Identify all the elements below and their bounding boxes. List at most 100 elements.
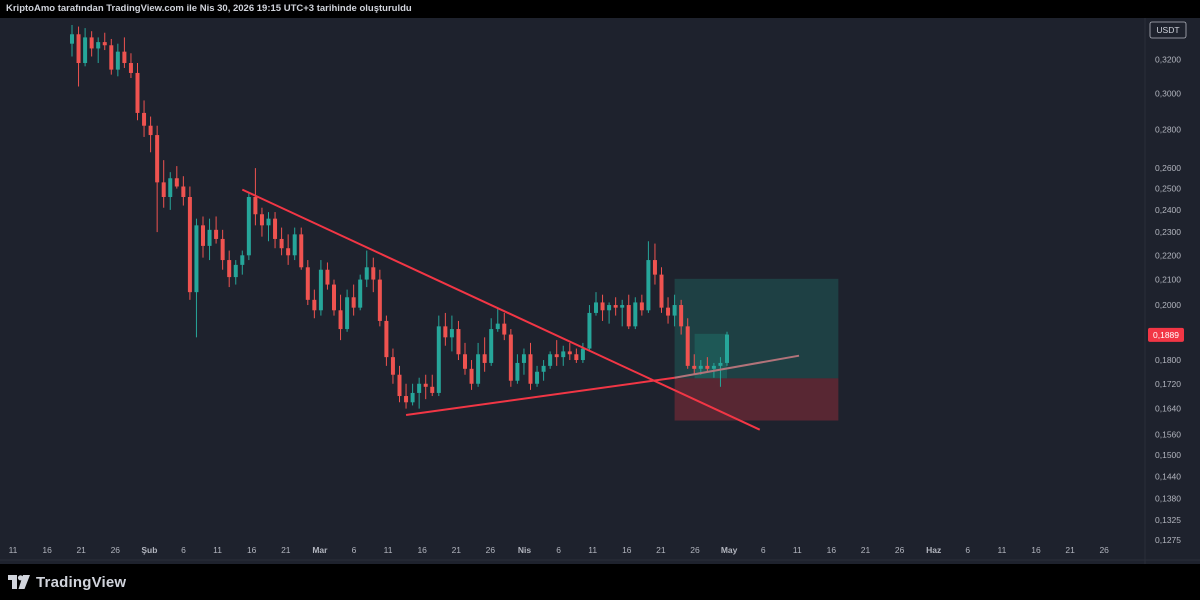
candle-body (233, 264, 238, 278)
candle-body (652, 260, 657, 275)
candle-body (449, 329, 454, 338)
candle-body (76, 34, 81, 64)
candle-body (214, 229, 219, 239)
x-tick-label: 16 (247, 545, 257, 555)
candle-body (443, 326, 448, 338)
candle-body (332, 284, 336, 311)
x-tick-label: 21 (1065, 545, 1075, 555)
candle-body (679, 305, 684, 327)
candle-body (430, 386, 435, 393)
candle-body (620, 305, 625, 308)
candle-body (672, 305, 677, 316)
candle-body (718, 362, 723, 366)
y-tick-label: 0,2200 (1155, 250, 1181, 260)
candle-body (384, 320, 389, 358)
candle-body (390, 357, 395, 375)
candle-body (109, 45, 114, 70)
candle-body (476, 354, 481, 384)
candle-body (594, 302, 598, 313)
x-tick-label: 6 (556, 545, 561, 555)
candle-body (692, 365, 697, 369)
candle-body (423, 383, 428, 387)
candle-body (574, 354, 579, 361)
candle-body (521, 354, 526, 363)
y-tick-label: 0,1640 (1155, 404, 1181, 414)
ascending-trendline-extension (674, 354, 800, 379)
y-tick-label: 0,1380 (1155, 494, 1181, 504)
x-tick-label: 21 (861, 545, 871, 555)
y-tick-label: 0,2300 (1155, 227, 1181, 237)
candle-body (201, 225, 205, 246)
y-tick-label: 0,1720 (1155, 379, 1181, 389)
candle-body (364, 267, 369, 280)
x-tick-label: 21 (76, 545, 86, 555)
tradingview-logo-icon (8, 575, 30, 589)
chart-panel[interactable] (0, 18, 1200, 564)
x-tick-label: 21 (281, 545, 291, 555)
currency-box (1149, 21, 1187, 39)
candle-body (207, 229, 212, 246)
candle-body (528, 354, 533, 384)
candle-body (227, 260, 232, 278)
candle-body (305, 267, 310, 300)
candle-body (711, 365, 716, 369)
candle-body (554, 354, 559, 358)
candle-body (489, 329, 494, 363)
current-price-badge (1148, 327, 1184, 342)
x-tick-label: 11 (384, 545, 393, 555)
x-tick-label: May (721, 545, 738, 555)
x-tick-label: 11 (588, 545, 597, 555)
x-tick-label: 16 (42, 545, 52, 555)
y-tick-label: 0,2600 (1155, 163, 1181, 173)
candle-body (548, 354, 553, 366)
y-tick-label: 0,2800 (1155, 124, 1181, 134)
x-tick-label: 26 (1099, 545, 1109, 555)
y-tick-label: 0,3000 (1155, 88, 1181, 98)
candle-body (561, 351, 566, 358)
candle-body (325, 269, 330, 285)
candle-body (83, 37, 88, 64)
x-tick-label: 26 (486, 545, 496, 555)
x-tick-label: 6 (761, 545, 766, 555)
candle-body (580, 348, 585, 361)
current-price-label: 0,1889 (1153, 330, 1179, 340)
candle-body (220, 238, 225, 261)
candle-body (469, 368, 474, 384)
candle-body (338, 310, 343, 330)
candle-body (161, 182, 166, 197)
candle-body (292, 234, 297, 256)
y-tick-label: 0,1560 (1155, 430, 1181, 440)
candle-body (70, 34, 74, 44)
x-tick-label: Haz (926, 545, 941, 555)
candle-body (135, 72, 140, 113)
candle-body (122, 51, 127, 64)
candle-body (259, 214, 264, 226)
price-chart[interactable]: 0,3200 0,3000 0,2800 0,2600 0,2500 0,2400 0,23… (0, 18, 1200, 564)
x-tick-label: 11 (793, 545, 802, 555)
x-tick-label: 16 (417, 545, 427, 555)
candle-body (168, 178, 173, 197)
candle-body (240, 255, 245, 265)
candle-body (607, 305, 612, 311)
candle-body (725, 334, 729, 363)
ascending-trendline (405, 376, 675, 417)
candle-body (436, 326, 441, 393)
tradingview-logo[interactable]: TradingView (8, 572, 126, 592)
candle-body (502, 323, 507, 335)
candle-body (273, 218, 278, 239)
candle-body (587, 312, 592, 349)
candle-body (535, 371, 540, 384)
candle-body (286, 248, 291, 256)
y-tick-label: 0,3200 (1155, 55, 1181, 65)
x-tick-label: Nis (518, 545, 532, 555)
chart-attribution: KriptoAmo tarafından TradingView.com ile… (0, 0, 1200, 18)
y-tick-label: 0,1440 (1155, 471, 1181, 481)
candle-body (102, 42, 107, 46)
candle-body (646, 260, 651, 311)
candle-body (410, 392, 415, 403)
candle-body (115, 51, 120, 70)
candle-body (639, 302, 644, 311)
y-tick-label: 0,2500 (1155, 184, 1181, 194)
candle-body (600, 302, 605, 311)
y-tick-label: 0,2000 (1155, 300, 1181, 310)
